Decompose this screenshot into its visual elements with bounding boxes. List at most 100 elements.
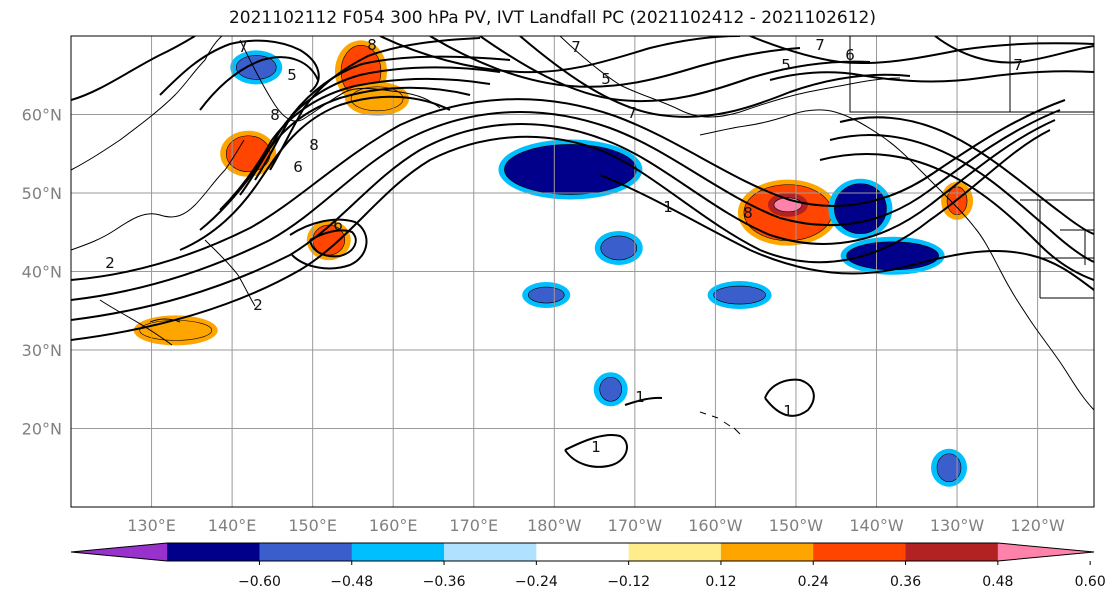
ivt-contour-line (71, 98, 1066, 281)
contour-label: 1 (783, 402, 793, 420)
contour-label: 5 (601, 70, 611, 88)
colorbar-segment (259, 543, 353, 561)
contour-label: 6 (293, 158, 303, 176)
pv-negative-alaska (834, 183, 887, 234)
pv-negative-baja (936, 453, 962, 483)
ivt-contour-line (379, 36, 741, 74)
coastline-north-america (974, 227, 1094, 411)
lon-label: 150°W (769, 516, 824, 535)
contour-label: 5 (781, 56, 791, 74)
ivt-contour-line (749, 36, 1094, 65)
colorbar-tick-label: −0.48 (330, 574, 373, 590)
contour-label: 1 (663, 198, 673, 216)
contour-label: 6 (333, 216, 343, 234)
colorbar: −0.60 −0.48 −0.36 −0.24 −0.12 0.12 0.24 0.36 0.4… (70, 542, 1105, 590)
ivt-contour-line (71, 119, 1056, 321)
pv-anomaly-fills (133, 40, 974, 487)
coastline-japan (149, 239, 256, 323)
lon-label: 170°E (449, 516, 498, 535)
colorbar-outline (70, 542, 1095, 562)
graticule (71, 36, 1094, 507)
colorbar-upper-extend (997, 543, 1094, 561)
lon-label: 160°E (369, 516, 418, 535)
contour-label: 7 (815, 36, 825, 54)
colorbar-segment (351, 543, 445, 561)
contour-label: 8 (309, 136, 319, 154)
ivt-contour-line (199, 56, 319, 111)
pv-negative-sea-okhotsk (235, 55, 277, 80)
lon-label: 160°W (688, 516, 743, 535)
ivt-contour-line (429, 36, 801, 88)
colorbar-tick-label: −0.60 (238, 574, 281, 590)
ivt-contour-line (71, 109, 1061, 301)
ivt-contour-line (309, 229, 357, 258)
contour-label: 6 (845, 46, 855, 64)
lat-label: 60°N (22, 106, 62, 125)
lat-label: 40°N (22, 263, 62, 282)
contour-label: 7 (238, 38, 248, 56)
ivt-contour-line (519, 36, 911, 118)
lon-label: 170°W (608, 516, 663, 535)
pv-negative-north-pacific (504, 144, 637, 195)
lat-label: 20°N (22, 420, 62, 439)
ivt-contour-line (71, 129, 1051, 341)
pv-negative-mid-1 (600, 235, 638, 261)
ivt-contour-line (219, 77, 491, 211)
lon-label: 140°E (208, 516, 257, 535)
contour-label: 8 (367, 36, 377, 54)
colorbar-tick-label: −0.36 (423, 574, 466, 590)
latitude-labels: 60°N 50°N 40°N 30°N 20°N (22, 106, 62, 439)
contour-label: 7 (571, 38, 581, 56)
colorbar-segment (720, 543, 814, 561)
lon-label: 130°W (930, 516, 985, 535)
contour-label: 8 (270, 106, 280, 124)
colorbar-tick-label: −0.24 (515, 574, 558, 590)
colorbar-tick-label: 0.12 (705, 574, 736, 590)
contour-label: 1 (591, 438, 601, 456)
ivt-contour-line (199, 86, 471, 231)
ivt-contour-line (179, 95, 451, 251)
ivt-contour-line (769, 70, 1094, 83)
map-frame (70, 35, 1095, 508)
ivt-contour-line (829, 134, 1094, 263)
contour-label: 7 (627, 104, 637, 122)
ivt-contour-line (159, 39, 320, 96)
ivt-contour-line (624, 396, 663, 406)
ivt-contour-line (239, 66, 501, 196)
pv-negative-hawaii-north (599, 376, 622, 402)
ivt-contour-line (599, 174, 1094, 291)
colorbar-tick-label: 0.36 (890, 574, 921, 590)
lat-label: 30°N (22, 341, 62, 360)
colorbar-segment (628, 543, 722, 561)
pv-negative-mid-2 (527, 286, 565, 304)
colorbar-segment (444, 543, 537, 561)
ivt-contours (71, 36, 1094, 468)
ivt-contour-line (819, 153, 1094, 281)
contour-label: 2 (253, 296, 263, 314)
colorbar-tick-label: 0.48 (982, 574, 1013, 590)
contour-label: 2 (105, 254, 115, 272)
ivt-contour-line (934, 36, 1094, 64)
ivt-contour-line (71, 36, 196, 101)
coastline-asia (71, 36, 441, 346)
longitude-labels: 130°E 140°E 150°E 160°E 170°E 180°W 170°W 160°W… (127, 516, 1065, 535)
colorbar-segment (167, 543, 260, 561)
colorbar-tick-label: 0.24 (798, 574, 829, 590)
contour-label: 7 (1013, 56, 1023, 74)
colorbar-segment (905, 543, 999, 561)
ivt-contour-line (269, 37, 481, 171)
lon-label: 120°W (1010, 516, 1065, 535)
pv-negative-mid-3 (713, 285, 766, 305)
ivt-contour-line (839, 116, 1094, 235)
ivt-contour-line (564, 434, 628, 468)
ivt-contour-line (764, 378, 815, 417)
map-title: 2021102112 F054 300 hPa PV, IVT Landfall… (228, 8, 876, 28)
lon-label: 180°W (527, 516, 582, 535)
lon-label: 130°E (127, 516, 176, 535)
contour-label: 5 (287, 66, 297, 84)
ivt-contour-line (479, 36, 871, 103)
lat-label: 50°N (22, 184, 62, 203)
colorbar-tick-label: −0.12 (607, 574, 650, 590)
